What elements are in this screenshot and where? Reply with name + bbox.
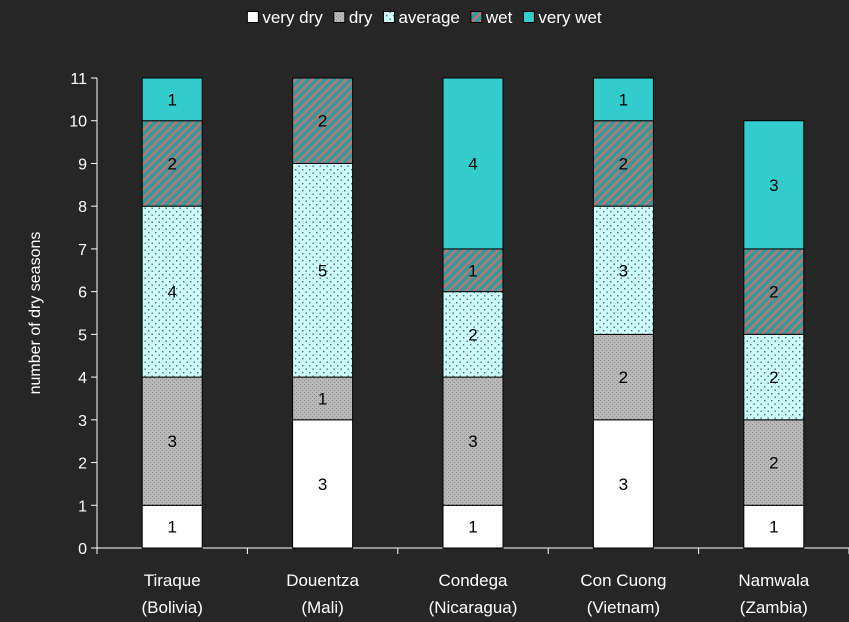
data-label-douentza-very-dry: 3	[318, 475, 327, 494]
y-tick-label: 10	[69, 114, 87, 131]
data-label-condega-dry: 3	[468, 432, 477, 451]
y-tick-label: 3	[78, 413, 87, 430]
data-label-condega-average: 2	[468, 325, 477, 344]
y-tick-label: 4	[78, 370, 87, 387]
bar-namwala-very-dry	[743, 504, 805, 549]
legend-swatch-dry	[333, 11, 346, 23]
bar-con-cuong-very-wet	[592, 77, 654, 122]
data-label-con-cuong-average: 3	[619, 261, 628, 280]
y-tick-label: 7	[78, 242, 87, 259]
bar-douentza-very-dry	[292, 419, 354, 549]
y-tick-label: 6	[78, 285, 87, 302]
data-label-tiraque-dry: 3	[167, 432, 176, 451]
legend-label-average: average	[398, 8, 459, 27]
bar-namwala-wet	[743, 248, 805, 335]
bar-tiraque-dry	[141, 376, 203, 506]
bar-tiraque-very-dry	[141, 504, 203, 549]
data-label-douentza-wet: 2	[318, 112, 327, 131]
data-label-condega-very-dry: 1	[468, 518, 477, 537]
bar-condega-dry	[442, 376, 504, 506]
bar-con-cuong-very-dry	[592, 419, 654, 549]
bar-douentza-wet	[292, 77, 354, 164]
y-axis-title: number of dry seasons	[27, 232, 44, 395]
legend: very dry dry average wet very wet	[246, 8, 602, 27]
data-label-tiraque-wet: 2	[167, 154, 176, 173]
bar-douentza-average	[292, 162, 354, 378]
data-label-condega-very-wet: 4	[468, 154, 477, 173]
legend-swatch-very-dry	[246, 11, 259, 23]
bar-condega-very-dry	[442, 504, 504, 549]
bar-douentza-dry	[292, 376, 354, 421]
y-tick-label: 8	[78, 199, 87, 216]
data-label-namwala-average: 2	[769, 368, 778, 387]
bar-tiraque-wet	[141, 120, 203, 207]
legend-label-dry: dry	[349, 8, 373, 27]
x-category-label-tiraque: Tiraque (Bolivia)	[141, 571, 202, 617]
data-label-condega-wet: 1	[468, 261, 477, 280]
data-label-namwala-wet: 2	[769, 283, 778, 302]
bars: 1 3 4 2 1 3 1 5 2 1 3 2 1 4 3 2 3 2 1 1 2 2 2 3	[141, 77, 805, 549]
bar-namwala-average	[743, 333, 805, 421]
legend-swatch-average	[382, 11, 395, 23]
bar-con-cuong-dry	[592, 333, 654, 421]
bar-con-cuong-wet	[592, 120, 654, 207]
y-tick-label: 11	[70, 71, 87, 88]
x-category-label-namwala: Namwala (Zambia)	[738, 571, 809, 617]
data-label-con-cuong-dry: 2	[619, 368, 628, 387]
data-label-namwala-very-dry: 1	[769, 518, 778, 537]
x-category-label-condega: Condega (Nicaragua)	[429, 571, 518, 617]
data-label-tiraque-very-wet: 1	[167, 90, 176, 109]
bar-condega-average	[442, 291, 504, 378]
legend-swatch-wet	[470, 11, 483, 23]
y-tick-label: 0	[78, 541, 87, 558]
bar-tiraque-average	[141, 205, 203, 378]
data-label-douentza-average: 5	[318, 261, 327, 280]
legend-label-wet: wet	[485, 8, 513, 27]
data-label-douentza-dry: 1	[318, 389, 327, 408]
data-label-tiraque-very-dry: 1	[167, 518, 176, 537]
data-label-con-cuong-very-dry: 3	[619, 475, 628, 494]
legend-label-very-wet: very wet	[538, 8, 602, 27]
bar-condega-very-wet	[442, 77, 504, 250]
data-label-tiraque-average: 4	[167, 283, 176, 302]
y-tick-label: 1	[78, 498, 87, 515]
data-label-con-cuong-very-wet: 1	[619, 90, 628, 109]
data-label-namwala-very-wet: 3	[769, 176, 778, 195]
bar-tiraque-very-wet	[141, 77, 203, 122]
bar-namwala-dry	[743, 419, 805, 506]
y-tick-label: 5	[78, 327, 87, 344]
bar-condega-wet	[442, 248, 504, 293]
bar-namwala-very-wet	[743, 120, 805, 250]
data-label-namwala-dry: 2	[769, 454, 778, 473]
y-tick-label: 2	[78, 456, 87, 473]
data-label-con-cuong-wet: 2	[619, 154, 628, 173]
x-category-label-con-cuong: Con Cuong (Vietnam)	[580, 571, 666, 617]
legend-swatch-very-wet	[522, 11, 535, 23]
legend-label-very-dry: very dry	[262, 8, 323, 27]
y-tick-label: 9	[78, 156, 87, 173]
bar-con-cuong-average	[592, 205, 654, 335]
x-category-label-douentza: Douentza (Mali)	[286, 571, 359, 617]
